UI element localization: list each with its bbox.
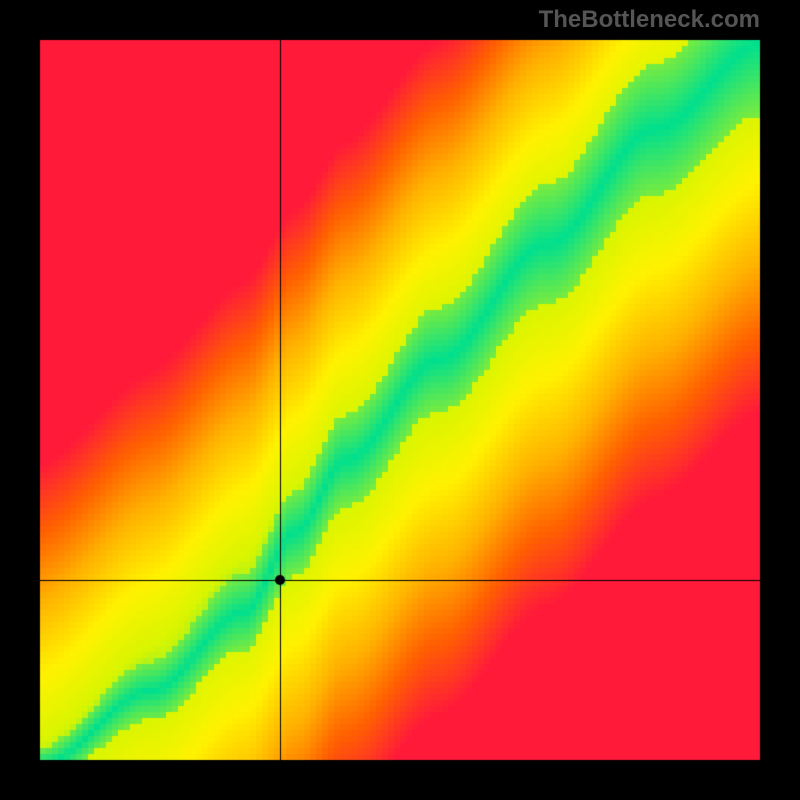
heatmap-canvas xyxy=(0,0,800,800)
watermark-text: TheBottleneck.com xyxy=(539,6,760,34)
chart-container: TheBottleneck.com xyxy=(0,0,800,800)
